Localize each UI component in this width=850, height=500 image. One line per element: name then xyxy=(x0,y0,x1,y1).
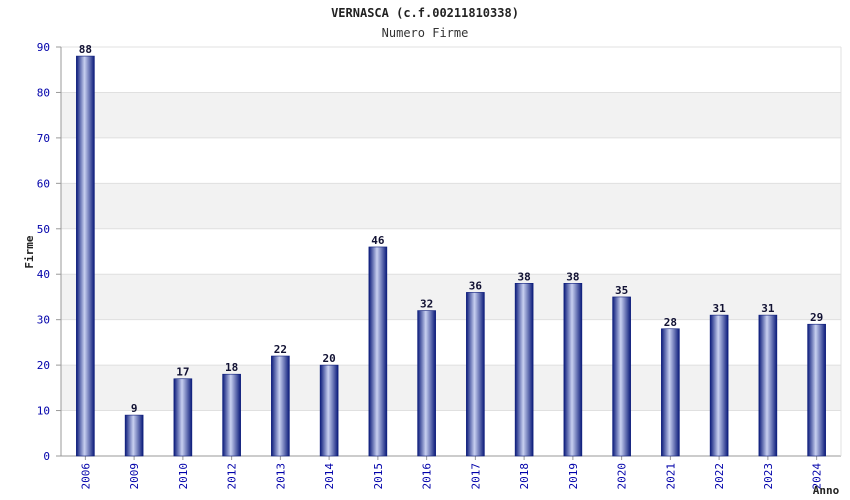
bar xyxy=(124,414,144,457)
bar xyxy=(612,296,631,457)
y-tick-label: 80 xyxy=(37,86,50,99)
data-label: 32 xyxy=(420,298,433,311)
data-label: 36 xyxy=(469,279,483,292)
y-tick-labels: 0 10 20 30 40 50 60 70 80 90 xyxy=(37,41,50,463)
y-tick-label: 70 xyxy=(37,132,50,145)
x-tick-label: 2018 xyxy=(518,463,531,490)
x-tick-label: 2016 xyxy=(421,463,434,490)
data-label: 35 xyxy=(615,284,628,297)
grid-band xyxy=(61,92,841,138)
data-label: 46 xyxy=(371,234,385,247)
data-label: 29 xyxy=(810,311,823,324)
x-axis-label: Anno xyxy=(813,484,840,497)
data-label: 28 xyxy=(664,316,677,329)
data-label: 18 xyxy=(225,361,238,374)
x-tick-labels: 2006 2009 2010 2012 2013 2014 2015 2016 2017 2018… xyxy=(79,463,823,490)
bar xyxy=(758,314,778,457)
bar xyxy=(222,373,241,457)
bar xyxy=(173,378,193,457)
grid-band xyxy=(61,274,841,320)
chart-subtitle: Numero Firme xyxy=(382,26,469,40)
y-tick-label: 60 xyxy=(37,177,50,190)
y-axis-label: Firme xyxy=(23,235,36,268)
bars xyxy=(76,55,826,457)
y-tick-label: 20 xyxy=(37,359,50,372)
x-tick-label: 2021 xyxy=(664,463,677,490)
bar xyxy=(417,310,436,457)
x-tick-label: 2015 xyxy=(372,463,385,490)
data-label: 31 xyxy=(761,302,775,315)
data-labels: 88 9 17 18 22 20 46 32 36 38 38 35 28 31 31 29 xyxy=(79,43,824,415)
bar xyxy=(514,283,534,457)
x-tick-label: 2006 xyxy=(79,463,92,490)
bar xyxy=(319,364,339,457)
data-label: 17 xyxy=(176,366,189,379)
chart-title: VERNASCA (c.f.00211810338) xyxy=(331,6,519,20)
x-tick-label: 2010 xyxy=(177,463,190,490)
x-tick-label: 2012 xyxy=(226,463,239,490)
bar xyxy=(661,328,680,457)
x-tick-label: 2013 xyxy=(274,463,287,490)
y-tick-label: 30 xyxy=(37,314,50,327)
x-tick-label: 2014 xyxy=(323,463,336,490)
x-tick-label: 2017 xyxy=(469,463,482,490)
x-tick-label: 2019 xyxy=(567,463,580,490)
data-label: 88 xyxy=(79,43,92,56)
y-tick-label: 0 xyxy=(43,450,50,463)
x-tick-label: 2024 xyxy=(811,463,824,490)
data-label: 38 xyxy=(566,270,579,283)
data-label: 20 xyxy=(323,352,336,365)
bar xyxy=(271,355,290,457)
bar xyxy=(466,292,485,457)
bar xyxy=(709,314,729,457)
data-label: 31 xyxy=(713,302,727,315)
data-label: 9 xyxy=(131,402,138,415)
x-tick-label: 2009 xyxy=(128,463,141,490)
bar xyxy=(807,323,826,457)
y-tick-label: 90 xyxy=(37,41,50,54)
x-tick-label: 2022 xyxy=(713,463,726,490)
bar xyxy=(563,283,583,457)
data-label: 38 xyxy=(518,270,531,283)
data-label: 22 xyxy=(274,343,287,356)
x-tick-label: 2023 xyxy=(762,463,775,490)
grid-band xyxy=(61,183,841,229)
y-tick-label: 40 xyxy=(37,268,50,281)
x-tick-label: 2020 xyxy=(616,463,629,490)
y-tick-label: 50 xyxy=(37,223,50,236)
bar xyxy=(76,55,95,457)
y-tick-label: 10 xyxy=(37,405,50,418)
bar xyxy=(368,246,388,457)
